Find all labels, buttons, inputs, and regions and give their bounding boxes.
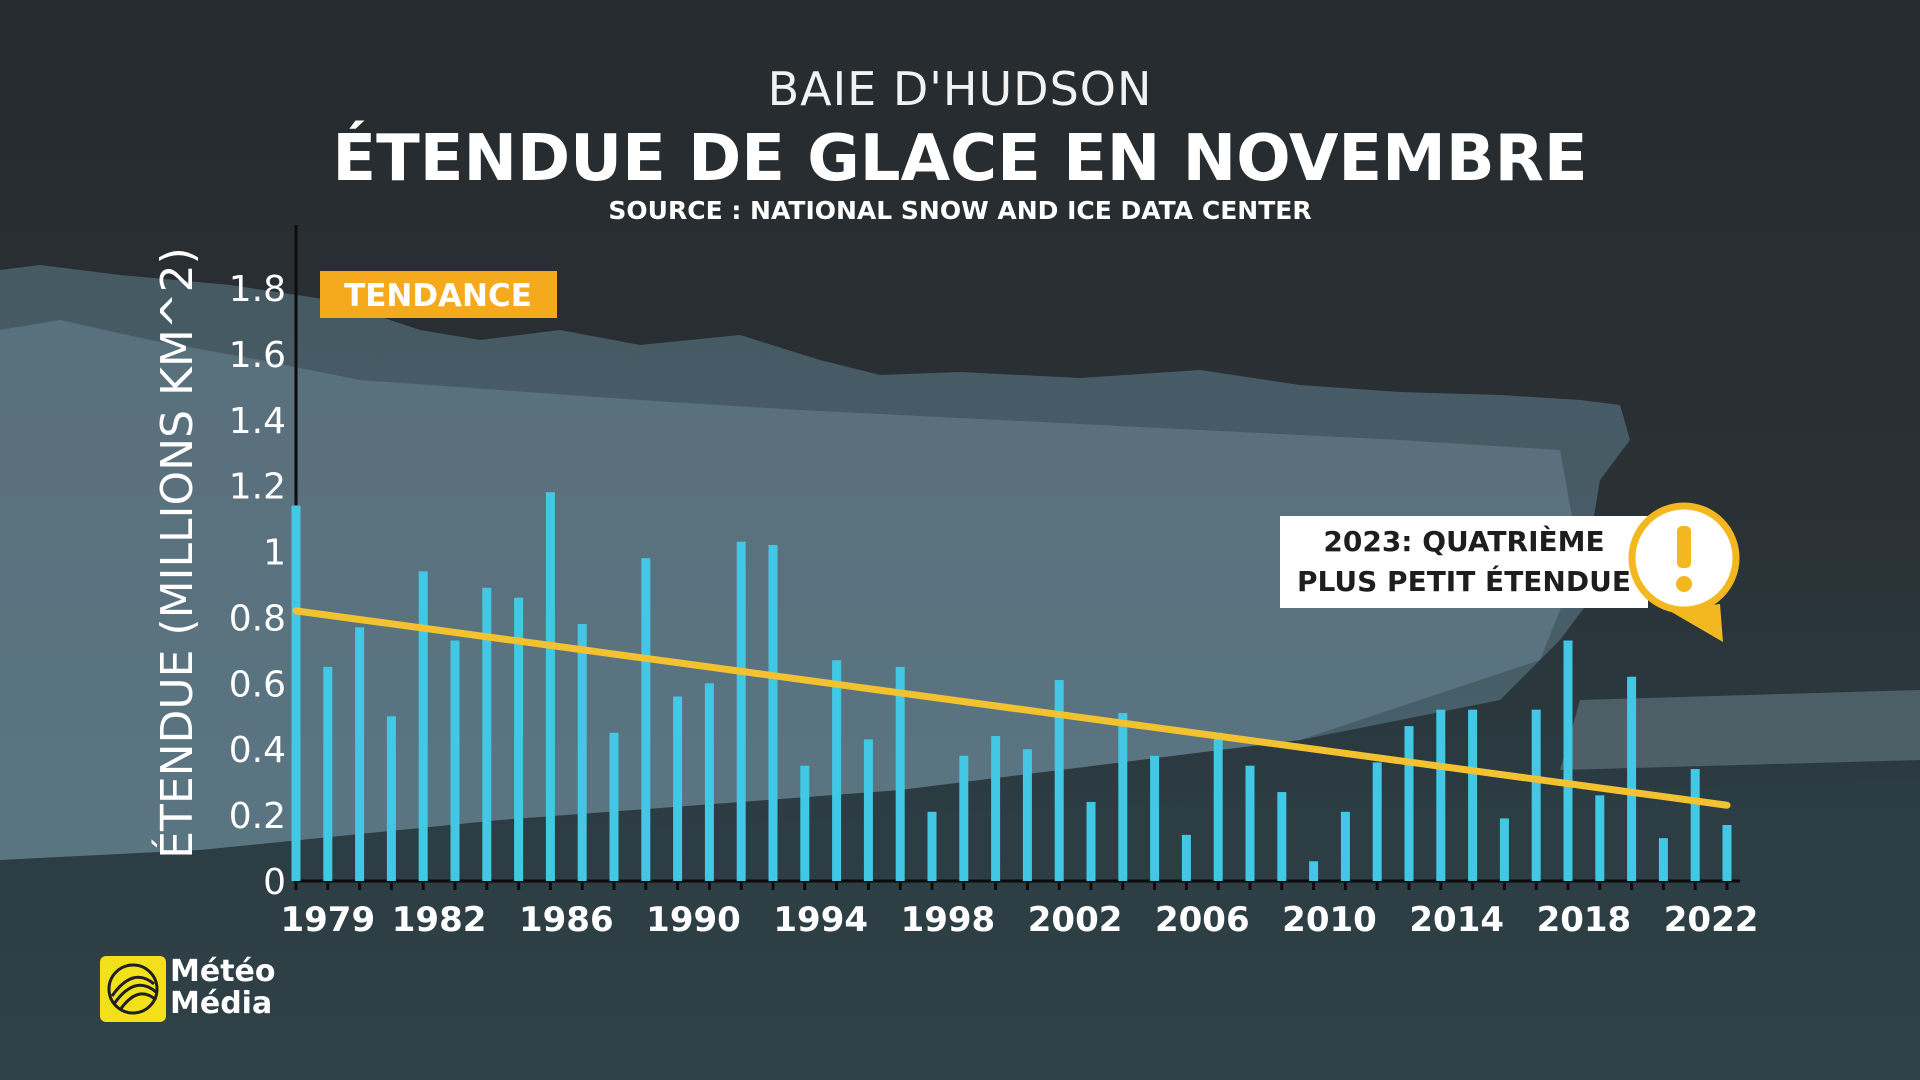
bar-2018 <box>1563 640 1573 881</box>
bar-1993 <box>768 544 778 881</box>
bar-2014 <box>1436 709 1446 881</box>
x-tick-label: 2022 <box>1664 900 1759 940</box>
bar-1984 <box>482 587 492 881</box>
bar-1988 <box>609 732 619 881</box>
y-tick-label: 0.6 <box>229 664 286 705</box>
bar-1985 <box>514 597 524 881</box>
x-tick-label: 2018 <box>1537 900 1632 940</box>
bar-1981 <box>386 716 396 881</box>
bar-2019 <box>1595 795 1605 881</box>
bar-2002 <box>1054 680 1064 881</box>
bar-1999 <box>959 755 969 881</box>
bar-1989 <box>641 558 651 881</box>
legend-label: TENDANCE <box>344 278 532 314</box>
bar-1978 <box>291 505 301 881</box>
bar-1979 <box>323 666 333 881</box>
meteomedia-logo-icon <box>100 956 166 1022</box>
bar-1996 <box>863 739 873 881</box>
x-tick-label: 2006 <box>1155 900 1250 940</box>
bar-2003 <box>1086 801 1096 881</box>
bar-2020 <box>1627 676 1637 881</box>
bar-1986 <box>545 492 555 881</box>
x-tick-label: 1979 <box>280 900 375 940</box>
bar-2000 <box>991 736 1001 881</box>
y-tick-label: 0.8 <box>229 598 286 639</box>
bar-1982 <box>418 571 428 881</box>
bar-2012 <box>1372 762 1382 881</box>
x-tick-label: 2002 <box>1028 900 1123 940</box>
y-tick-label: 1 <box>263 533 286 574</box>
bar-1983 <box>450 640 460 881</box>
bar-2005 <box>1150 755 1160 881</box>
y-tick-label: 1.6 <box>229 335 286 376</box>
logo-line-2: Média <box>170 986 273 1021</box>
legend-badge <box>320 271 557 318</box>
y-tick-label: 0 <box>263 862 286 903</box>
bar-2017 <box>1531 709 1541 881</box>
callout-line-1: 2023: QUATRIÈME <box>1323 525 1605 558</box>
bar-2010 <box>1309 861 1319 881</box>
x-tick-label: 1994 <box>773 900 868 940</box>
bar-1995 <box>832 660 842 881</box>
bar-2022 <box>1690 768 1700 881</box>
bar-1990 <box>673 696 683 881</box>
bar-2023 <box>1722 824 1732 881</box>
bar-2021 <box>1658 838 1668 881</box>
bar-2004 <box>1118 712 1128 881</box>
y-tick-label: 1.4 <box>229 401 286 442</box>
y-axis-label: ÉTENDUE (MILLIONS KM^2) <box>150 247 203 859</box>
logo-wordmark: Météo Média <box>170 956 276 1020</box>
x-tick-label: 1998 <box>901 900 996 940</box>
x-tick-label: 1982 <box>392 900 487 940</box>
x-tick-label: 2014 <box>1409 900 1504 940</box>
callout-line-2: PLUS PETIT ÉTENDUE <box>1297 565 1631 598</box>
bar-2016 <box>1499 818 1509 881</box>
x-tick-label: 1990 <box>646 900 741 940</box>
y-tick-label: 1.8 <box>229 269 286 310</box>
bar-2011 <box>1340 811 1350 881</box>
region-title: BAIE D'HUDSON <box>767 62 1153 116</box>
trend-line <box>292 607 1731 809</box>
bar-1992 <box>736 541 746 881</box>
bar-2015 <box>1468 709 1478 881</box>
bar-2008 <box>1245 765 1255 881</box>
exclamation-icon <box>1628 502 1740 642</box>
bar-2001 <box>1022 749 1032 881</box>
bar-1991 <box>704 683 714 881</box>
bar-1994 <box>800 765 810 881</box>
bar-1997 <box>895 666 905 881</box>
bar-2006 <box>1181 834 1191 881</box>
y-tick-label: 0.2 <box>229 796 286 837</box>
bar-2013 <box>1404 726 1414 881</box>
bar-2007 <box>1213 732 1223 881</box>
bar-1987 <box>577 624 587 881</box>
source-subtitle: SOURCE : NATIONAL SNOW AND ICE DATA CENT… <box>608 196 1312 225</box>
y-tick-label: 1.2 <box>229 467 286 508</box>
bar-1980 <box>355 627 365 881</box>
x-tick-label: 2010 <box>1282 900 1377 940</box>
logo-line-1: Météo <box>170 954 276 989</box>
bar-1998 <box>927 811 937 881</box>
chart-title: ÉTENDUE DE GLACE EN NOVEMBRE <box>332 122 1588 196</box>
x-tick-label: 1986 <box>519 900 614 940</box>
record-callout: 2023: QUATRIÈME PLUS PETIT ÉTENDUE <box>1280 516 1648 608</box>
y-tick-label: 0.4 <box>229 730 286 771</box>
bar-2009 <box>1277 792 1287 881</box>
